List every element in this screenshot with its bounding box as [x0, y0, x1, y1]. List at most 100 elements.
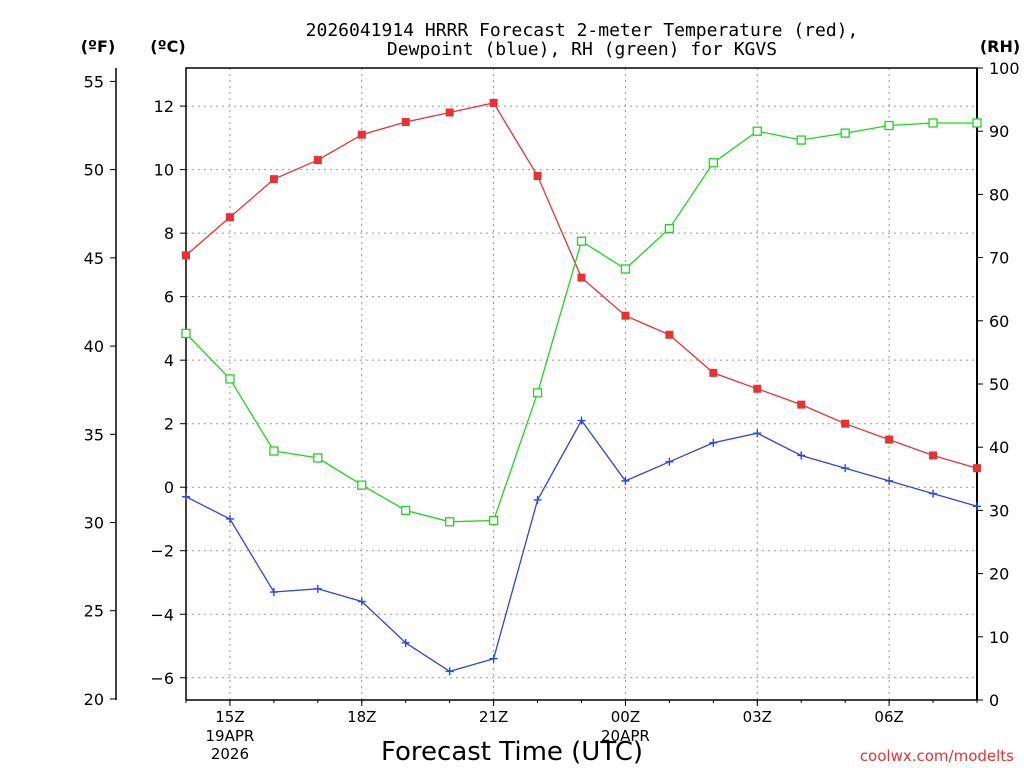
x-tick-date: 19APR [206, 727, 255, 745]
rh-point [445, 517, 455, 527]
temperature-point [489, 98, 498, 107]
fahrenheit-tick-label: 35 [84, 425, 104, 444]
fahrenheit-tick-label: 55 [84, 72, 104, 91]
dewpoint-point [445, 667, 454, 676]
rh-tick-label: 40 [989, 438, 1009, 457]
dewpoint-point [182, 492, 190, 501]
dewpoint-point [885, 476, 894, 485]
rh-point [708, 158, 718, 168]
x-tick-date: 20APR [601, 727, 650, 745]
rh-tick-label: 10 [989, 628, 1009, 647]
temperature-line [185, 102, 978, 469]
dewpoint-point [841, 464, 850, 473]
dewpoint-point [709, 438, 718, 447]
temperature-point [973, 464, 981, 473]
dewpoint-point [357, 597, 366, 606]
dewpoint-line [185, 419, 978, 673]
temperature-point [533, 171, 542, 180]
dewpoint-point [401, 638, 410, 647]
dewpoint-point [797, 451, 806, 460]
celsius-tick-label: −6 [150, 669, 174, 688]
rh-point [576, 236, 587, 246]
temperature-point [357, 130, 366, 139]
celsius-tick-label: 4 [164, 351, 174, 370]
celsius-tick-label: −2 [150, 542, 174, 561]
fahrenheit-tick-label: 25 [84, 602, 104, 621]
temperature-point [182, 251, 190, 260]
temperature-point [401, 117, 410, 126]
celsius-unit-label: (ºC) [150, 37, 185, 56]
x-tick-label: 03Z [743, 708, 772, 726]
rh-point [488, 515, 499, 526]
temperature-point [225, 213, 234, 222]
dewpoint-point [621, 476, 630, 485]
temperature-point [797, 400, 806, 409]
rh-point [928, 118, 938, 128]
grid [186, 68, 977, 700]
temperature-point [313, 156, 322, 165]
fahrenheit-tick-label: 50 [84, 161, 104, 180]
celsius-tick-label: 6 [164, 288, 174, 307]
temperature-point [621, 311, 630, 320]
dewpoint-point [665, 457, 674, 466]
rh-tick-label: 100 [989, 59, 1020, 78]
temperature-point [445, 108, 454, 117]
dewpoint-point [753, 429, 762, 438]
x-tick-label: 15Z [215, 708, 244, 726]
rh-point [181, 328, 191, 339]
dewpoint-point [533, 495, 542, 504]
rh-point [357, 480, 367, 490]
rh-point [269, 446, 279, 456]
rh-point [972, 118, 982, 128]
rh-point [796, 135, 806, 145]
rh-unit-label: (RH) [980, 37, 1020, 56]
rh-tick-label: 80 [989, 185, 1009, 204]
chart-title-line1: 2026041914 HRRR Forecast 2-meter Tempera… [306, 20, 859, 41]
rh-point [840, 128, 850, 138]
rh-point [313, 453, 323, 463]
rh-point [532, 388, 543, 398]
rh-point [752, 126, 762, 136]
dewpoint-point [489, 654, 498, 663]
celsius-tick-label: 8 [164, 224, 174, 243]
celsius-tick-label: −4 [150, 605, 174, 624]
x-tick-label: 06Z [874, 708, 903, 726]
x-tick-label: 21Z [479, 708, 508, 726]
x-tick-label: 18Z [347, 708, 376, 726]
rh-point [620, 264, 631, 274]
celsius-tick-label: 0 [164, 478, 174, 497]
dewpoint-point [269, 588, 278, 597]
chart-title-line2: Dewpoint (blue), RH (green) for KGVS [387, 39, 777, 60]
rh-tick-label: 30 [989, 501, 1009, 520]
temperature-point [269, 175, 278, 184]
rh-point [225, 374, 235, 384]
rh-tick-label: 90 [989, 122, 1009, 141]
celsius-tick-label: 2 [164, 415, 174, 434]
rh-point [401, 505, 411, 516]
dewpoint-point [577, 416, 586, 425]
temperature-point [929, 451, 938, 460]
watermark: coolwx.com/modelts [860, 747, 1014, 765]
temperature-point [665, 330, 674, 339]
fahrenheit-tick-label: 45 [84, 249, 104, 268]
celsius-tick-label: 10 [154, 161, 174, 180]
temperature-point [885, 435, 894, 444]
x-tick-label: 00Z [611, 708, 640, 726]
dewpoint-point [313, 584, 322, 593]
rh-tick-label: 70 [989, 249, 1009, 268]
rh-tick-label: 50 [989, 375, 1009, 394]
rh-point [664, 223, 675, 234]
fahrenheit-unit-label: (ºF) [81, 37, 116, 56]
rh-tick-label: 0 [989, 691, 999, 710]
temperature-point [577, 273, 586, 282]
rh-line [185, 122, 977, 523]
rh-tick-label: 60 [989, 312, 1009, 331]
temperature-point [841, 419, 850, 428]
temperature-point [709, 368, 718, 377]
fahrenheit-tick-label: 30 [84, 514, 104, 533]
temperature-point [753, 384, 762, 393]
rh-point [884, 120, 894, 131]
series [181, 98, 982, 676]
plot-frame [185, 67, 978, 701]
